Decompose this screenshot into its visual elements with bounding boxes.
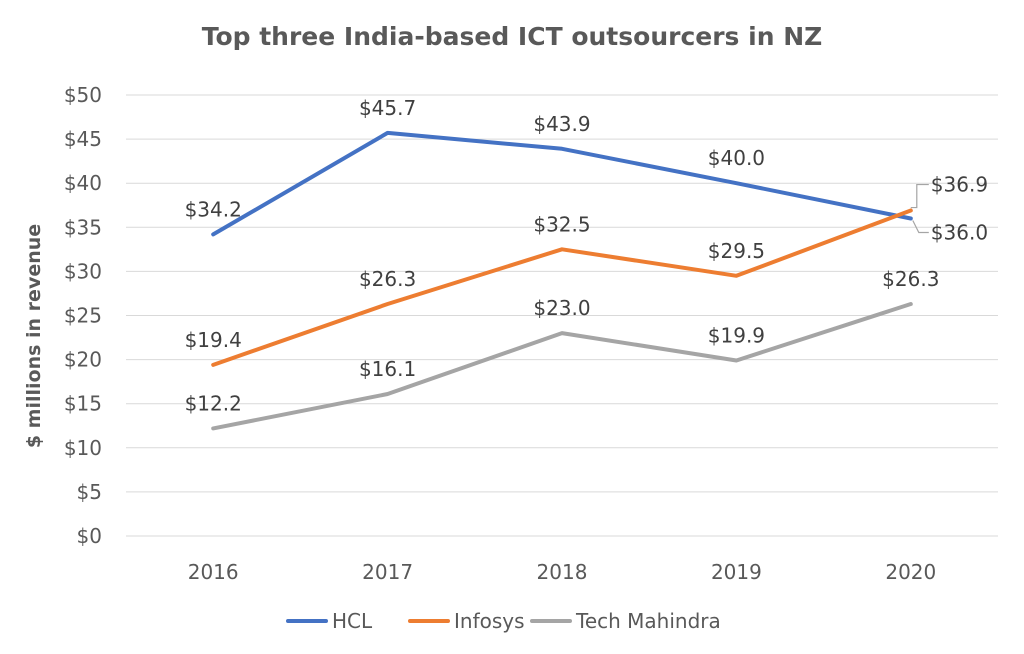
- data-label-hcl: $34.2: [185, 197, 242, 221]
- data-label-hcl: $43.9: [533, 112, 590, 136]
- data-labels: $34.2 $45.7 $43.9 $40.0 $36.0 $19.4 $26.3 $32.5…: [185, 96, 988, 415]
- data-label-tech-mahindra: $26.3: [882, 267, 939, 291]
- y-tick-label: $0: [77, 524, 102, 548]
- y-axis-ticks: $0 $5 $10 $15 $20 $25 $30 $35 $40 $45 $50: [64, 83, 102, 548]
- data-label-infosys: $29.5: [708, 239, 765, 263]
- gridlines: [126, 94, 998, 537]
- x-tick-label: 2019: [711, 560, 762, 584]
- series-line-tech-mahindra: [211, 302, 913, 431]
- y-tick-label: $5: [77, 480, 102, 504]
- data-label-infosys: $26.3: [359, 267, 416, 291]
- series-lines: [211, 130, 913, 431]
- series-line-hcl: [211, 130, 913, 237]
- y-tick-label: $45: [64, 127, 102, 151]
- legend-label-tech-mahindra: Tech Mahindra: [575, 609, 721, 633]
- data-label-hcl: $45.7: [359, 96, 416, 120]
- data-label-tech-mahindra: $23.0: [533, 296, 590, 320]
- x-tick-label: 2017: [362, 560, 413, 584]
- x-axis-ticks: 2016 2017 2018 2019 2020: [188, 560, 937, 584]
- data-label-infosys: $36.9: [931, 173, 988, 197]
- leader-line: [910, 183, 929, 209]
- y-tick-label: $40: [64, 171, 102, 195]
- y-tick-label: $10: [64, 436, 102, 460]
- y-axis-label: $ millions in revenue: [23, 224, 45, 448]
- legend: HCL Infosys Tech Mahindra: [286, 609, 721, 633]
- legend-label-infosys: Infosys: [454, 609, 525, 633]
- data-label-infosys: $32.5: [533, 212, 590, 236]
- data-label-tech-mahindra: $16.1: [359, 357, 416, 381]
- y-tick-label: $30: [64, 259, 102, 283]
- y-tick-label: $35: [64, 215, 102, 239]
- y-tick-label: $25: [64, 304, 102, 328]
- data-label-infosys: $19.4: [185, 328, 242, 352]
- data-label-tech-mahindra: $12.2: [185, 391, 242, 415]
- chart-title: Top three India-based ICT outsourcers in…: [202, 22, 823, 51]
- y-tick-label: $15: [64, 392, 102, 416]
- data-label-tech-mahindra: $19.9: [708, 323, 765, 347]
- label-leader-lines: [910, 183, 929, 234]
- x-tick-label: 2018: [537, 560, 588, 584]
- series-line-infosys: [211, 208, 913, 367]
- leader-line: [912, 220, 929, 234]
- x-tick-label: 2016: [188, 560, 239, 584]
- data-label-hcl: $40.0: [708, 146, 765, 170]
- legend-label-hcl: HCL: [332, 609, 373, 633]
- y-tick-label: $50: [64, 83, 102, 107]
- x-tick-label: 2020: [885, 560, 936, 584]
- y-tick-label: $20: [64, 348, 102, 372]
- data-label-hcl: $36.0: [931, 220, 988, 244]
